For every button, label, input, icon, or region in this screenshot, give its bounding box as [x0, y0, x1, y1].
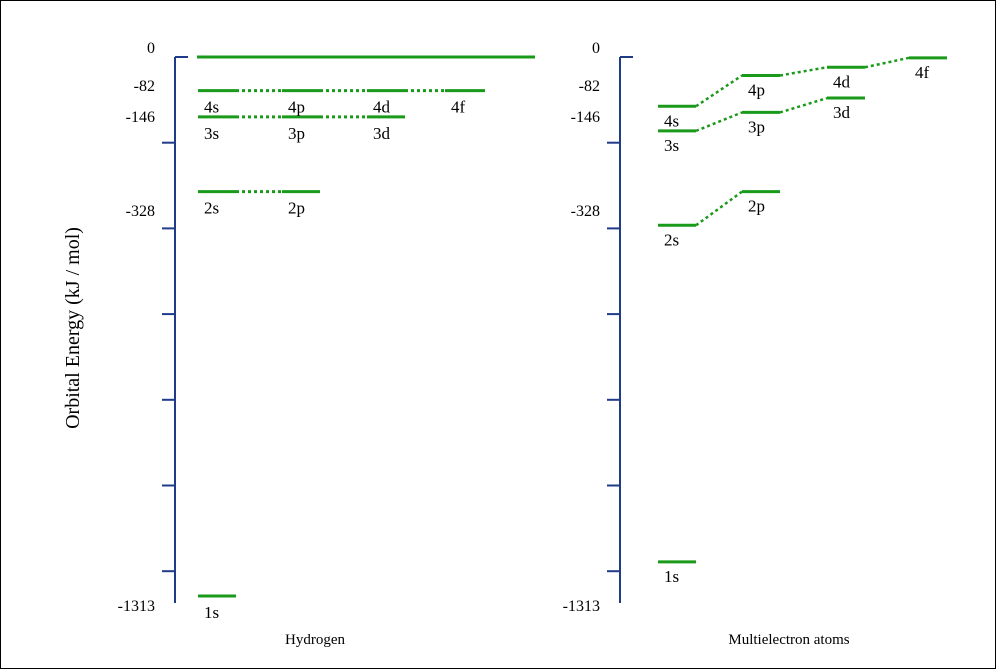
- level-label-2s: 2s: [204, 199, 219, 218]
- level-label-3s: 3s: [204, 124, 219, 143]
- connector-2s-2p: [695, 190, 743, 227]
- level-label-3p: 3p: [288, 124, 305, 143]
- level-label-1s: 1s: [664, 567, 679, 586]
- level-label-3s: 3s: [664, 136, 679, 155]
- level-label-2s: 2s: [664, 230, 679, 249]
- connector-4s-4p: [695, 74, 743, 108]
- tick-label: -1313: [118, 598, 155, 615]
- level-label-4f: 4f: [451, 98, 466, 117]
- hydrogen-title: Hydrogen: [285, 632, 345, 648]
- tick-label: -82: [579, 78, 600, 95]
- connector-3s-3p: [695, 111, 743, 133]
- tick-label: 0: [592, 40, 600, 57]
- y-axis-label: Orbital Energy (kJ / mol): [62, 227, 84, 429]
- level-label-2p: 2p: [748, 197, 765, 216]
- connector-3p-3d: [779, 96, 828, 114]
- tick-label: -82: [134, 78, 155, 95]
- tick-label: -1313: [563, 598, 600, 615]
- level-label-4s: 4s: [664, 111, 679, 130]
- level-label-4p: 4p: [748, 80, 765, 99]
- level-label-2p: 2p: [288, 199, 305, 218]
- level-label-4f: 4f: [915, 63, 930, 82]
- connector-4p-4d: [779, 66, 828, 77]
- level-label-1s: 1s: [204, 603, 219, 622]
- tick-label: -328: [126, 203, 155, 220]
- tick-label: -328: [571, 203, 600, 220]
- level-label-4s: 4s: [204, 98, 219, 117]
- connector-4d-4f: [864, 56, 910, 69]
- level-label-3p: 3p: [748, 117, 765, 136]
- level-label-4d: 4d: [373, 98, 391, 117]
- multielectron-panel: 0 -82 -146 -328 -1313 Multielectron atoms 1s 2s…: [563, 40, 947, 648]
- tick-label: 0: [147, 40, 155, 57]
- level-label-3d: 3d: [833, 103, 851, 122]
- multielectron-title: Multielectron atoms: [728, 632, 849, 648]
- tick-label: -146: [126, 109, 155, 126]
- tick-label: -146: [571, 109, 600, 126]
- hydrogen-panel: 0 -82 -146 -328 -1313 Hydrogen 1s 2s 2p 3s 3p 3d 4s 4…: [118, 40, 535, 648]
- level-label-3d: 3d: [373, 124, 391, 143]
- level-label-4d: 4d: [833, 72, 851, 91]
- level-label-4p: 4p: [288, 98, 305, 117]
